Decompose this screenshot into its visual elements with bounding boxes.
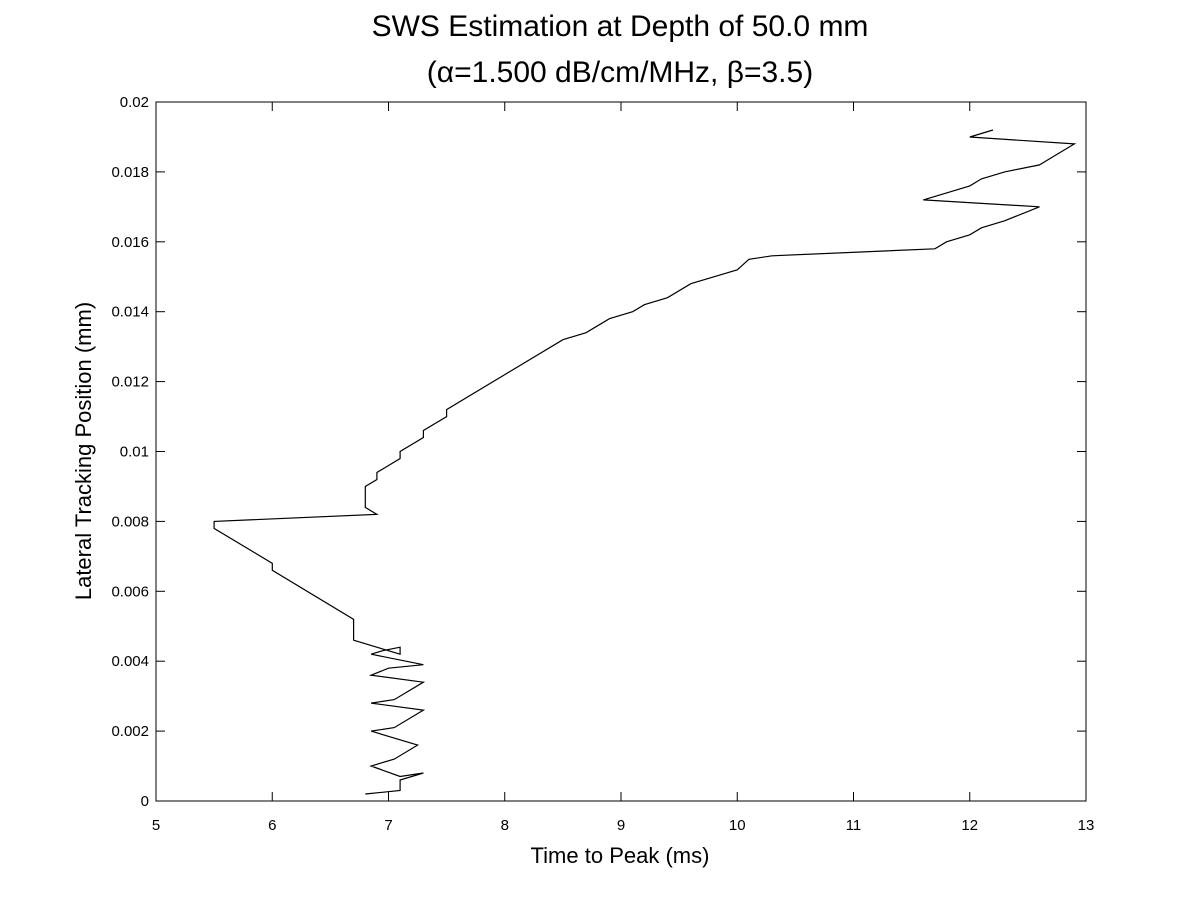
x-axis-ticks: 5 6 7 8 9 10 11 12 13 [152,102,1095,834]
x-tick-label: 10 [729,817,746,834]
y-tick-label: 0.016 [111,234,149,251]
chart-subtitle: (α=1.500 dB/cm/MHz, β=3.5) [427,56,813,89]
y-tick-label: 0.002 [111,723,149,740]
chart-title: SWS Estimation at Depth of 50.0 mm [372,10,869,43]
x-tick-label: 7 [384,817,392,834]
x-tick-label: 8 [501,817,509,834]
x-tick-label: 5 [152,817,160,834]
y-tick-label: 0.018 [111,164,149,181]
y-tick-label: 0 [141,793,149,810]
y-axis-ticks: 0 0.002 0.004 0.006 0.008 0.01 0.012 0.014 0.016… [111,94,1086,810]
x-tick-label: 12 [961,817,978,834]
y-axis-label: Lateral Tracking Position (mm) [71,302,96,600]
x-tick-label: 11 [846,817,862,834]
x-tick-label: 9 [617,817,625,834]
x-tick-label: 6 [268,817,276,834]
x-axis-label: Time to Peak (ms) [531,843,710,868]
y-tick-label: 0.012 [111,374,149,391]
series-line [213,129,1077,795]
y-tick-label: 0.014 [111,304,149,321]
series-group [213,129,1077,795]
y-tick-label: 0.004 [111,653,149,670]
x-tick-label: 13 [1078,817,1095,834]
y-tick-label: 0.006 [111,583,149,600]
y-tick-label: 0.008 [111,513,149,530]
y-tick-label: 0.01 [120,444,149,461]
y-tick-label: 0.02 [120,94,149,111]
